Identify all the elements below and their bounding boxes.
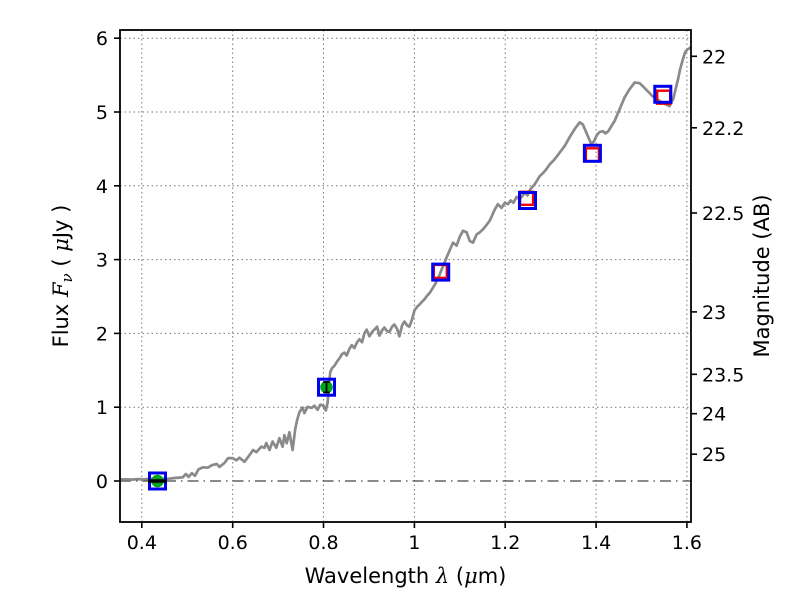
x-tick-label: 1.4: [581, 532, 611, 554]
x-tick-label: 0.8: [308, 532, 338, 554]
magnitude-tick-label: 22.5: [702, 203, 744, 225]
observed-square: [653, 84, 673, 104]
observed-square: [317, 377, 336, 397]
measured-flux-points: [148, 380, 333, 488]
magnitude-tick-label: 24: [702, 404, 726, 426]
magnitude-tick-label: 23.5: [702, 364, 744, 386]
x-tick-label: 1: [408, 532, 420, 554]
y-right-tick-labels: 22 22.2 22.5 23 23.5 24 25: [702, 46, 744, 466]
y-axis-label-left: Flux Fν ( μJy ): [49, 205, 76, 348]
x-axis-label: Wavelength λ (μm): [305, 564, 507, 588]
axis-ticks: [114, 37, 697, 528]
y-tick-label: 4: [96, 176, 108, 198]
plot-frame: [119, 29, 692, 523]
gridlines: [120, 30, 691, 522]
x-tick-label: 1.6: [672, 532, 702, 554]
y-axis-label-right: Magnitude (AB): [750, 194, 774, 357]
x-tick-label: 0.6: [218, 532, 248, 554]
magnitude-tick-label: 22.2: [702, 118, 744, 140]
observed-square: [518, 191, 537, 210]
y-tick-label: 5: [96, 102, 108, 124]
y-tick-label: 6: [96, 28, 108, 50]
magnitude-tick-label: 22: [702, 46, 726, 68]
magnitude-tick-label: 23: [702, 302, 726, 324]
observed-square: [582, 143, 602, 163]
magnitude-tick-label: 25: [702, 444, 726, 466]
y-tick-label: 2: [96, 323, 108, 345]
y-tick-label: 3: [96, 250, 108, 272]
y-tick-label: 1: [96, 397, 108, 419]
x-tick-label: 0.4: [127, 532, 157, 554]
observed-photometry-squares: [148, 84, 673, 491]
observed-square: [431, 262, 451, 282]
x-tick-labels: 0.4 0.6 0.8 1 1.2 1.4 1.6: [127, 532, 702, 554]
model-square: [584, 147, 601, 163]
model-photometry-squares: [432, 89, 672, 280]
x-tick-label: 1.2: [490, 532, 520, 554]
error-bar-vertical: [323, 381, 330, 394]
y-left-tick-labels: 0 1 2 3 4 5 6: [96, 28, 108, 493]
y-tick-label: 0: [96, 471, 108, 493]
